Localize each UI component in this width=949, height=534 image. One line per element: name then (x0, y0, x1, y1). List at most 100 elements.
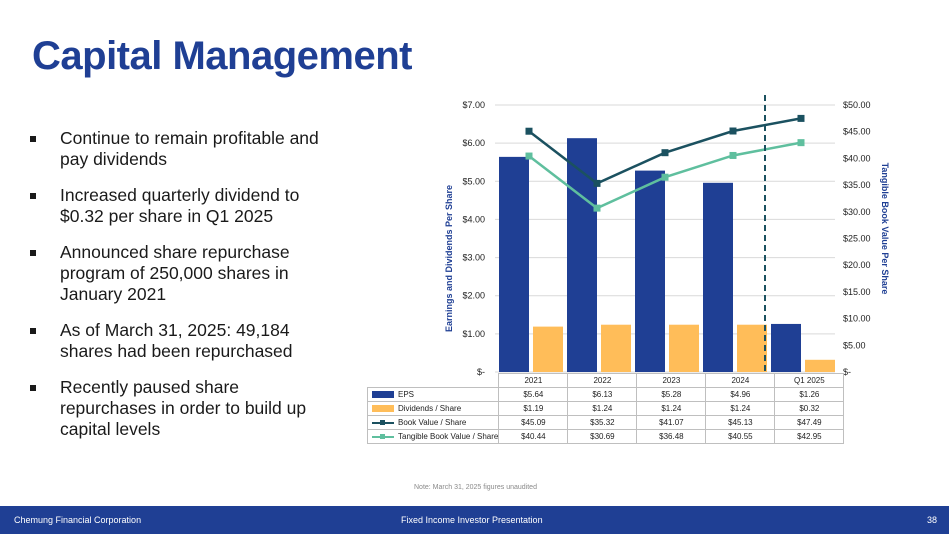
right-tick-label: $35.00 (843, 180, 871, 190)
book-value-point (525, 127, 533, 135)
table-value-cell: $42.95 (774, 429, 845, 444)
book-value-point (797, 114, 805, 122)
bullet-text: Recently paused share repurchases in ord… (60, 377, 307, 439)
tangible-book-value-point (525, 152, 533, 160)
footnote: Note: March 31, 2025 figures unaudited (414, 484, 537, 491)
legend-bar-swatch (372, 405, 394, 413)
table-row: Tangible Book Value / Share $40.44 $30.69 $… (366, 429, 845, 444)
footer-company: Chemung Financial Corporation (14, 515, 142, 525)
left-tick-label: $1.00 (462, 329, 485, 339)
right-tick-label: $20.00 (843, 260, 871, 270)
right-tick-label: $45.00 (843, 127, 871, 137)
table-value-cell: $6.13 (567, 387, 638, 402)
series-name: Book Value / Share (398, 418, 467, 427)
eps-bar (703, 182, 733, 372)
tangible-book-value-point (593, 204, 601, 212)
table-corner (368, 374, 499, 388)
table-value-cell: $4.96 (705, 387, 776, 402)
table-value-cell: $35.32 (567, 415, 638, 430)
dividend-bar (601, 324, 631, 372)
chart-data-table: 2021 2022 2023 2024 Q1 2025 EPS $5.64 $6.13 $5.… (366, 373, 845, 444)
bullet-item: Recently paused share repurchases in ord… (30, 377, 340, 440)
left-tick-label: $6.00 (462, 138, 485, 148)
table-row: EPS $5.64 $6.13 $5.28 $4.96 $1.26 (366, 387, 845, 402)
footer-bar: Chemung Financial Corporation Fixed Inco… (0, 506, 949, 534)
right-tick-label: $10.00 (843, 314, 871, 324)
dividend-bar (737, 324, 767, 372)
left-tick-label: $- (477, 367, 485, 377)
left-tick-label: $4.00 (462, 214, 485, 224)
legend-line-swatch (372, 433, 394, 439)
series-legend-cell: Dividends / Share (366, 401, 500, 416)
table-category-header: Q1 2025 (774, 373, 845, 388)
eps-bar (771, 323, 801, 372)
table-value-cell: $1.24 (567, 401, 638, 416)
table-value-cell: $41.07 (636, 415, 707, 430)
bullet-text: Announced share repurchase program of 25… (60, 242, 290, 304)
table-value-cell: $47.49 (774, 415, 845, 430)
right-tick-label: $5.00 (843, 340, 866, 350)
table-value-cell: $1.24 (705, 401, 776, 416)
table-value-cell: $1.26 (774, 387, 845, 402)
left-tick-label: $7.00 (462, 100, 485, 110)
left-axis-title: Earnings and Dividends Per Share (444, 185, 454, 332)
table-value-cell: $5.28 (636, 387, 707, 402)
page-title: Capital Management (32, 34, 412, 78)
table-value-cell: $5.64 (498, 387, 569, 402)
legend-line-swatch (372, 419, 394, 425)
left-tick-label: $5.00 (462, 176, 485, 186)
eps-bar (499, 156, 529, 372)
bullet-item: As of March 31, 2025: 49,184 shares had … (30, 320, 340, 362)
table-category-header: 2021 (498, 373, 569, 388)
left-tick-label: $3.00 (462, 253, 485, 263)
bullet-square-icon (30, 385, 36, 391)
bullet-item: Announced share repurchase program of 25… (30, 242, 340, 305)
bullet-item: Continue to remain profitable and pay di… (30, 128, 340, 170)
bullet-list: Continue to remain profitable and pay di… (30, 128, 340, 455)
series-name: EPS (398, 390, 415, 399)
bullet-square-icon (30, 250, 36, 256)
right-tick-label: $- (843, 367, 851, 377)
dividend-bar (669, 324, 699, 372)
bullet-text: Increased quarterly dividend to $0.32 pe… (60, 185, 300, 226)
series-name: Dividends / Share (398, 404, 462, 413)
table-category-header: 2024 (705, 373, 776, 388)
table-value-cell: $1.24 (636, 401, 707, 416)
right-tick-label: $50.00 (843, 100, 871, 110)
footer-presentation: Fixed Income Investor Presentation (401, 515, 543, 525)
series-name: Tangible Book Value / Share (398, 432, 499, 441)
legend-bar-swatch (372, 391, 394, 399)
series-legend-cell: Book Value / Share (366, 415, 500, 430)
eps-bar (635, 170, 665, 372)
page-number: 38 (926, 515, 937, 525)
table-value-cell: $40.44 (498, 429, 569, 444)
book-value-point (593, 179, 601, 187)
table-value-cell: $45.09 (498, 415, 569, 430)
table-row: Book Value / Share $45.09 $35.32 $41.07 $45.… (366, 415, 845, 430)
book-value-point (729, 127, 737, 135)
right-tick-label: $15.00 (843, 287, 871, 297)
table-category-header: 2022 (567, 373, 638, 388)
bullet-square-icon (30, 193, 36, 199)
bullet-item: Increased quarterly dividend to $0.32 pe… (30, 185, 340, 227)
table-category-header: 2023 (636, 373, 707, 388)
bullet-text: As of March 31, 2025: 49,184 shares had … (60, 320, 293, 361)
dividend-bar (533, 326, 563, 372)
table-value-cell: $30.69 (567, 429, 638, 444)
table-value-cell: $45.13 (705, 415, 776, 430)
tangible-book-value-point (797, 139, 805, 147)
table-value-cell: $0.32 (774, 401, 845, 416)
table-value-cell: $40.55 (705, 429, 776, 444)
bullet-square-icon (30, 328, 36, 334)
dividend-bar (805, 359, 835, 372)
right-axis-title: Tangible Book Value Per Share (880, 163, 890, 295)
tangible-book-value-point (661, 173, 669, 181)
table-value-cell: $36.48 (636, 429, 707, 444)
right-tick-label: $40.00 (843, 153, 871, 163)
table-value-cell: $1.19 (498, 401, 569, 416)
right-tick-label: $30.00 (843, 207, 871, 217)
eps-bar (567, 138, 597, 372)
right-tick-label: $25.00 (843, 234, 871, 244)
series-legend-cell: Tangible Book Value / Share (366, 429, 500, 444)
tangible-book-value-point (729, 151, 737, 159)
